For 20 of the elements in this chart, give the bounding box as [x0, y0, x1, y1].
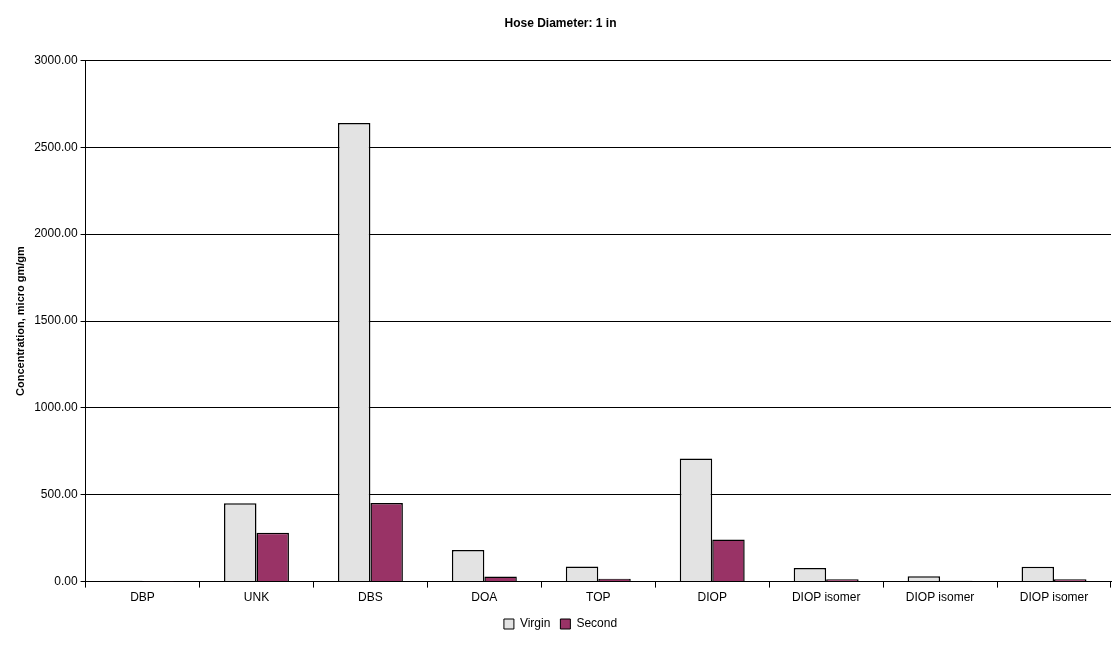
y-tick-label: 3000.00 — [34, 52, 78, 67]
x-tick-label: TOP — [586, 590, 611, 605]
legend-label: Second — [576, 616, 618, 631]
y-tick-label: 1000.00 — [34, 400, 78, 415]
chart-title: Hose Diameter: 1 in — [504, 15, 617, 30]
x-tick-label: DBS — [358, 590, 383, 605]
y-tick-label: 2000.00 — [34, 226, 78, 241]
y-tick-label: 500.00 — [40, 487, 78, 502]
y-tick-label: 0.00 — [54, 573, 78, 588]
y-tick-label: 2500.00 — [34, 139, 78, 154]
x-tick-label: DIOP isomer — [1019, 590, 1089, 605]
x-tick-label: UNK — [243, 590, 270, 605]
y-axis-title: Concentration, micro gm/gm — [13, 245, 26, 396]
x-tick-label: DOA — [471, 590, 498, 605]
x-tick-label: DIOP — [697, 590, 727, 605]
x-tick-label: DBP — [130, 590, 155, 605]
legend-label: Virgin — [519, 616, 551, 631]
x-tick-label: DIOP isomer — [905, 590, 975, 605]
y-tick-label: 1500.00 — [34, 313, 78, 328]
x-tick-label: DIOP isomer — [791, 590, 861, 605]
